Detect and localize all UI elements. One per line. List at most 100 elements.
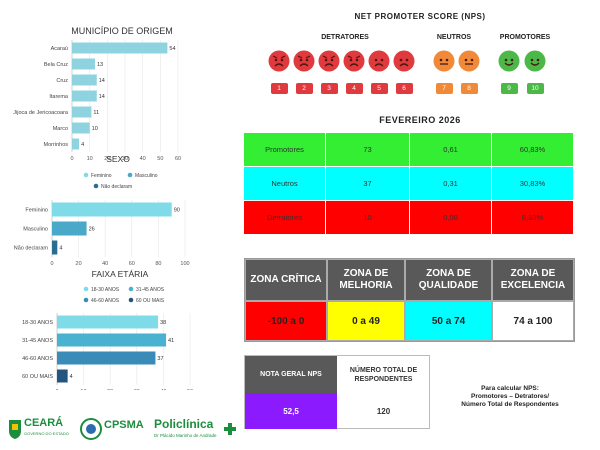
- bar: [72, 90, 97, 102]
- x-tick-label: 60: [129, 261, 135, 267]
- detratores-count: 10: [325, 200, 410, 235]
- face-icon: [433, 50, 455, 72]
- score-box: 2: [295, 83, 313, 94]
- chart-title: SEXO: [106, 154, 130, 164]
- legend-marker: [83, 297, 89, 303]
- table-row: Detratores 10 0,08 8,33%: [243, 200, 574, 235]
- legend-label: 31-45 ANOS: [136, 287, 165, 293]
- bar: [57, 369, 68, 383]
- category-label: Acaraú: [51, 46, 68, 52]
- neutros-label-cell: Neutros: [243, 166, 326, 201]
- data-label: 41: [168, 338, 174, 344]
- score-box: 3: [320, 83, 338, 94]
- legend-label: Não declaram: [101, 184, 132, 190]
- promotores-count: 73: [325, 132, 410, 167]
- score-box: 8: [460, 83, 478, 94]
- category-label: Jijoca de Jericoacoara: [13, 110, 69, 116]
- zona-critica-range: -100 a 0: [245, 301, 327, 341]
- data-label: 11: [93, 110, 99, 116]
- ceara-emblem-icon: [9, 420, 21, 439]
- data-label: 4: [70, 374, 73, 380]
- x-tick-label: 0: [55, 389, 58, 390]
- face-icon: [458, 50, 480, 72]
- score-box: 6: [395, 83, 413, 94]
- cpsma-logo: CPSMA: [104, 419, 144, 431]
- legend-marker: [83, 286, 89, 292]
- category-label: 31-45 ANOS: [22, 338, 53, 344]
- formula-line: Promotores – Detratores/: [470, 393, 550, 400]
- legend-label: Masculino: [135, 173, 158, 179]
- table-row: Promotores 73 0,61 60,83%: [243, 132, 574, 167]
- promotores-ratio: 0,61: [409, 132, 492, 167]
- zona-melhoria-header: ZONA DE MELHORIA: [327, 259, 405, 301]
- x-tick-label: 20: [76, 261, 82, 267]
- total-label: NÚMERO TOTAL DE RESPONDENTES: [349, 366, 418, 383]
- zona-excelencia-range: 74 a 100: [492, 301, 574, 341]
- bar: [72, 42, 168, 54]
- total-value: 120: [376, 406, 391, 416]
- table-row: Neutros 37 0,31 30,83%: [243, 166, 574, 201]
- legend-marker: [127, 172, 133, 178]
- face-icon: [268, 50, 290, 72]
- x-tick-label: 50: [157, 156, 163, 162]
- x-tick-label: 0: [70, 156, 73, 162]
- period-title: FEVEREIRO 2026: [379, 115, 461, 125]
- policlinica-sub: Dr Plácido Marinho de Andrade: [154, 433, 217, 438]
- cpsma-emblem-icon: [80, 418, 102, 440]
- legend-marker: [128, 286, 134, 292]
- x-tick-label: 10: [87, 156, 93, 162]
- detratores-ratio: 0,08: [409, 200, 492, 235]
- score-box: 1: [270, 83, 288, 94]
- data-label: 10: [92, 126, 98, 132]
- face-icon: [368, 50, 390, 72]
- legend-marker: [128, 297, 134, 303]
- data-label: 13: [97, 62, 103, 68]
- zona-qualidade-range: 50 a 74: [405, 301, 492, 341]
- promotores-pct: 60,83%: [491, 132, 574, 167]
- bar: [72, 74, 97, 86]
- x-tick-label: 50: [187, 389, 193, 390]
- data-label: 54: [169, 46, 175, 52]
- data-label: 4: [59, 246, 62, 252]
- bar: [72, 122, 90, 134]
- promotores-label-cell: Promotores: [243, 132, 326, 167]
- x-tick-label: 20: [107, 389, 113, 390]
- category-label: 18-30 ANOS: [22, 320, 53, 326]
- results-table: Promotores 73 0,61 60,83% Neutros 37 0,3…: [243, 132, 574, 235]
- detratores-label: DETRATORES: [321, 34, 369, 41]
- data-label: 37: [157, 356, 163, 362]
- bar: [72, 106, 92, 118]
- x-tick-label: 40: [160, 389, 166, 390]
- formula-line: Número Total de Respondentes: [461, 401, 559, 408]
- legend-marker: [83, 172, 89, 178]
- category-label: Feminino: [25, 208, 48, 214]
- bar: [52, 240, 58, 255]
- legend-label: Feminino: [91, 173, 112, 179]
- x-tick-label: 30: [122, 156, 128, 162]
- category-label: Não declaram: [14, 246, 49, 252]
- nota-label: NOTA GERAL NPS: [245, 356, 337, 393]
- data-label: 38: [160, 320, 166, 326]
- score-box: 7: [435, 83, 453, 94]
- legend-label: 46-60 ANOS: [91, 298, 120, 304]
- x-tick-label: 10: [81, 389, 87, 390]
- promotores-label: PROMOTORES: [499, 34, 551, 41]
- category-label: Bela Cruz: [44, 62, 68, 68]
- ceara-sub: GOVERNO DO ESTADO: [24, 431, 69, 436]
- detratores-label-cell: Detratores: [243, 200, 326, 235]
- face-icon: [318, 50, 340, 72]
- x-tick-label: 60: [175, 156, 181, 162]
- neutros-pct: 30,83%: [491, 166, 574, 201]
- score-box: 9: [500, 83, 518, 94]
- face-icon: [343, 50, 365, 72]
- municipio-chart: MUNICÍPIO DE ORIGEM 0 10 20 30 40 50 60 Acaraú 54…: [13, 26, 181, 162]
- formula-note: Para calcular NPS: Promotores – Detrator…: [445, 385, 575, 409]
- x-tick-label: 40: [102, 261, 108, 267]
- face-icon: [498, 50, 520, 72]
- x-tick-label: 20: [104, 156, 110, 162]
- legend-label: 18-30 ANOS: [91, 287, 120, 293]
- face-icon: [393, 50, 415, 72]
- score-box: 5: [370, 83, 388, 94]
- face-icon: [524, 50, 546, 72]
- category-label: Marco: [53, 126, 68, 132]
